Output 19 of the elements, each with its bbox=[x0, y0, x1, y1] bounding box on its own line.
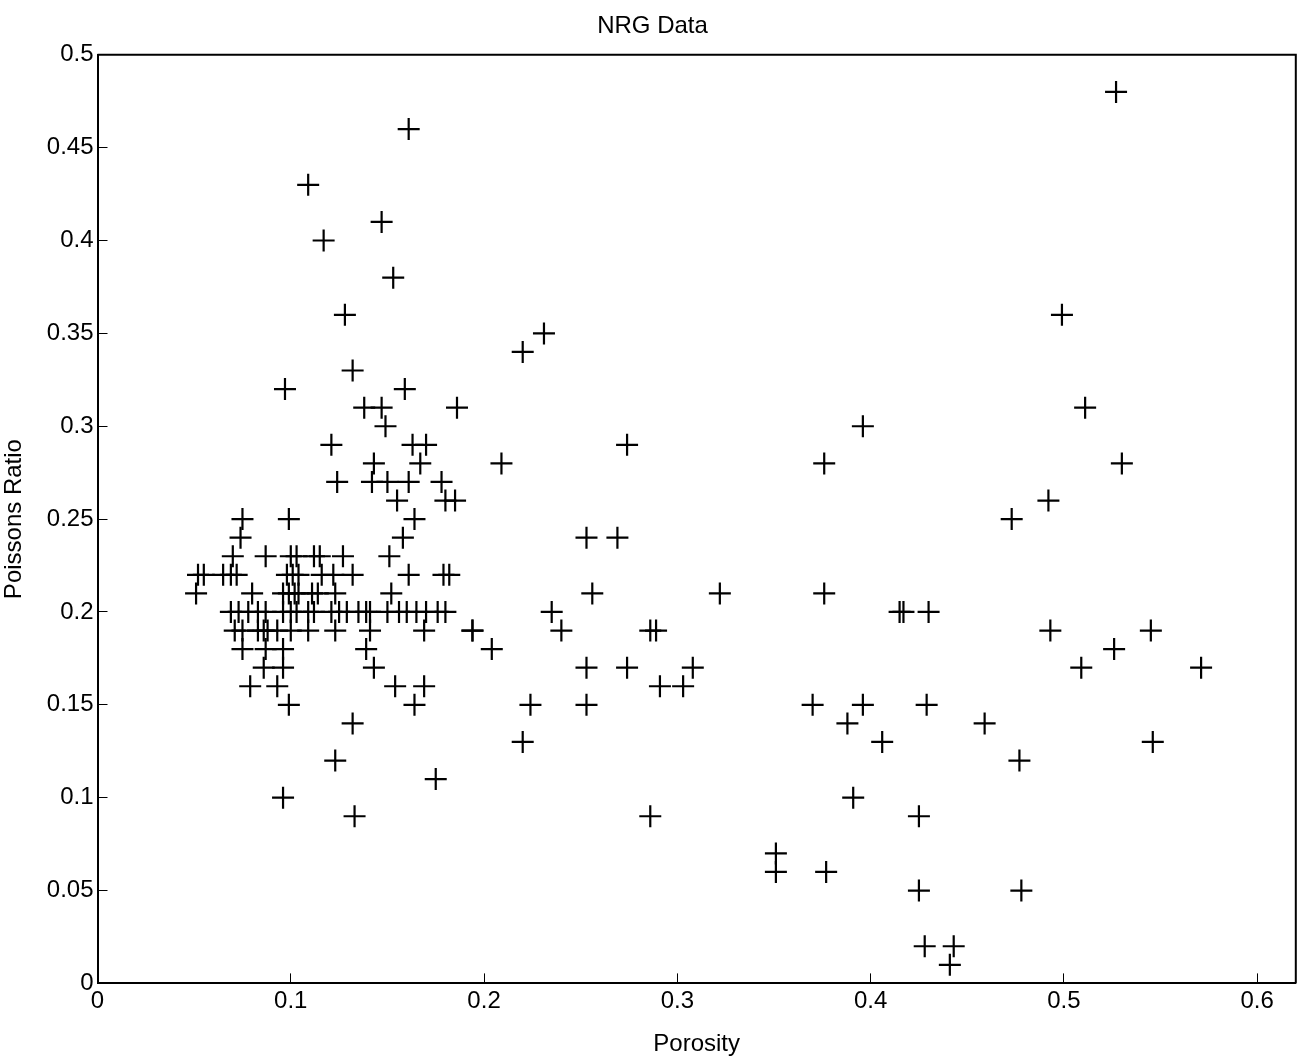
y-tick-label: 0.25 bbox=[46, 503, 94, 531]
y-tick-label: 0.1 bbox=[60, 782, 94, 810]
chart-title: NRG Data bbox=[597, 11, 709, 39]
y-tick-label: 0.15 bbox=[46, 689, 94, 717]
x-tick-label: 0.4 bbox=[853, 986, 888, 1014]
x-axis-title: Porosity bbox=[653, 1029, 741, 1057]
x-tick-label: 0.2 bbox=[467, 986, 501, 1014]
y-tick-label: 0.05 bbox=[46, 875, 94, 903]
y-tick-label: 0.3 bbox=[60, 410, 94, 438]
y-tick-label: 0.4 bbox=[60, 225, 94, 253]
y-axis-title: Poissons Ratio bbox=[0, 439, 27, 600]
y-tick-label: 0.2 bbox=[60, 596, 94, 624]
y-tick-label: 0.5 bbox=[60, 39, 94, 67]
x-tick-label: 0.3 bbox=[660, 986, 695, 1014]
x-tick-label: 0.6 bbox=[1240, 986, 1274, 1014]
x-tick-label: 0.1 bbox=[274, 986, 308, 1014]
y-tick-label: 0.35 bbox=[46, 318, 94, 346]
y-tick-label: 0.45 bbox=[46, 132, 94, 160]
x-tick-label: 0.5 bbox=[1047, 986, 1081, 1014]
